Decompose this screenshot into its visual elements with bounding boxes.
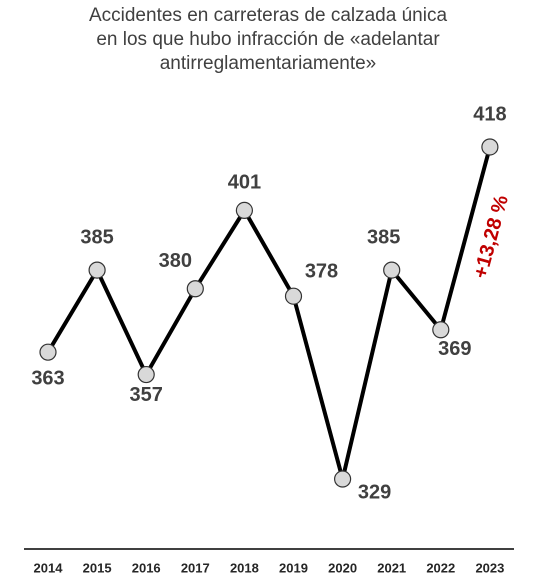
marker	[334, 470, 352, 488]
marker	[88, 261, 106, 279]
x-tick-label: 2017	[181, 560, 210, 575]
chart-title: antirreglamentariamente»	[160, 53, 377, 74]
value-label: 378	[305, 260, 338, 282]
value-label: 380	[159, 250, 192, 272]
marker	[432, 321, 450, 339]
value-label: 418	[473, 103, 506, 125]
x-tick-label: 2016	[132, 560, 161, 575]
x-tick-label: 2018	[230, 560, 259, 575]
x-tick-label: 2019	[279, 560, 308, 575]
x-tick-label: 2020	[328, 560, 357, 575]
value-label: 385	[80, 226, 113, 248]
value-label: 385	[367, 226, 400, 248]
value-label: 357	[130, 384, 163, 406]
x-tick-label: 2014	[34, 560, 64, 575]
value-label: 401	[228, 172, 261, 194]
marker	[235, 201, 253, 219]
marker	[481, 138, 499, 156]
annotation: +13,28 %	[470, 193, 513, 281]
x-tick-label: 2023	[475, 560, 504, 575]
value-label: 363	[31, 367, 64, 389]
value-label: 329	[358, 481, 391, 503]
marker	[137, 365, 155, 384]
line	[46, 146, 492, 480]
x-tick-label: 2021	[377, 560, 406, 575]
marker	[186, 280, 204, 298]
marker	[284, 287, 303, 305]
marker	[383, 261, 401, 279]
value-label: 369	[438, 338, 471, 360]
marker	[39, 343, 57, 361]
chart-title: en los que hubo infracción de «adelantar	[96, 29, 440, 50]
chart-title: Accidentes en carreteras de calzada únic…	[89, 5, 447, 26]
x-tick-label: 2015	[83, 560, 112, 575]
x-tick-label: 2022	[426, 560, 455, 575]
